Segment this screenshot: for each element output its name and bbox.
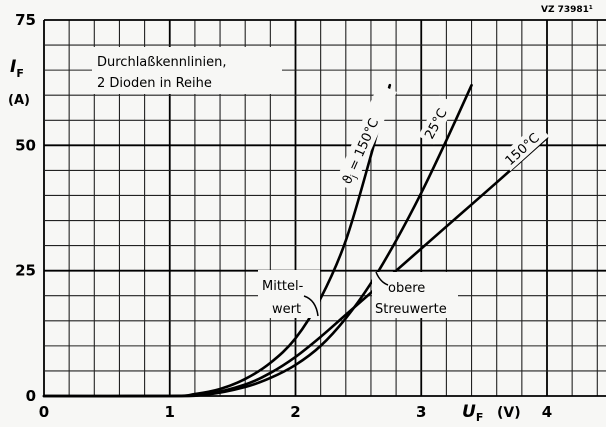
- chart-curves: [42, 83, 549, 398]
- x-axis-symbol: UF: [462, 402, 483, 424]
- chart-title: Durchlaßkennlinien,: [97, 55, 226, 70]
- x-tick-label: 4: [542, 403, 552, 421]
- y-axis-symbol: IF: [10, 57, 24, 80]
- annotation-streuwerte-line2: Streuwerte: [375, 302, 447, 317]
- series-line-1: [42, 83, 473, 398]
- annotation-streuwerte-line1: obere: [388, 281, 425, 296]
- x-axis-unit: (V): [497, 405, 521, 421]
- x-tick-label: 2: [290, 403, 300, 421]
- y-tick-label: 50: [15, 136, 36, 154]
- x-tick-label: 3: [416, 403, 426, 421]
- y-axis-unit: (A): [8, 93, 30, 108]
- reference-code: VZ 73981¹: [541, 5, 593, 15]
- x-tick-labels: 0 1 2 3 4: [39, 403, 552, 421]
- y-tick-label: 25: [15, 262, 36, 280]
- x-tick-label: 1: [165, 403, 175, 421]
- y-tick-label: 0: [26, 387, 36, 405]
- chart-subtitle: 2 Dioden in Reihe: [97, 76, 212, 91]
- y-tick-label: 75: [15, 11, 36, 29]
- annotation-mittelwert-line1: Mittel-: [262, 279, 304, 294]
- title-box: [92, 47, 282, 94]
- series-line-0: [42, 83, 392, 398]
- annotation-streuwerte-box: [372, 272, 458, 318]
- annotation-mittelwert-box: [258, 270, 320, 318]
- series-label-150c: 150°C: [498, 122, 550, 171]
- annotation-mittelwert-leader: [303, 295, 319, 317]
- y-tick-labels: 0 25 50 75: [15, 11, 36, 405]
- x-tick-label: 0: [39, 403, 49, 421]
- annotation-mittelwert-line2: wert: [272, 302, 301, 317]
- annotation-streuwerte-leader: [375, 271, 389, 286]
- x-axis-label-box: [456, 397, 530, 425]
- series-line-2: [42, 136, 549, 398]
- reference-code-box: [538, 0, 606, 15]
